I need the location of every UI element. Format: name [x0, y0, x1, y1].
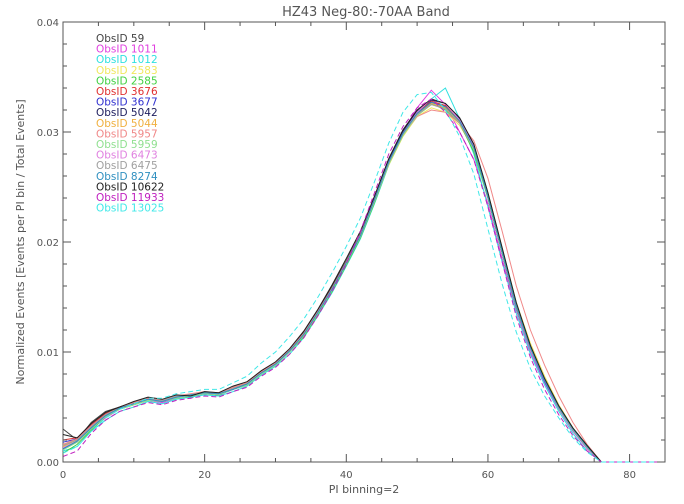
- legend-entry: ObsID 8274: [96, 171, 158, 183]
- series-layer: [62, 87, 658, 463]
- series-line-2: [62, 87, 658, 463]
- legend-entry: ObsID 3677: [96, 97, 158, 109]
- x-tick-label: 60: [482, 470, 495, 481]
- y-tick-label: 0.00: [37, 458, 59, 469]
- y-tick-label: 0.03: [37, 128, 59, 139]
- series-line-15: [62, 98, 658, 463]
- legend-entry: ObsID 5959: [96, 139, 158, 151]
- legend-entry: ObsID 13025: [96, 203, 164, 215]
- y-tick-label: 0.01: [37, 348, 59, 359]
- legend-entry: ObsID 2583: [96, 65, 158, 77]
- legend-entry: ObsID 1011: [96, 44, 158, 56]
- legend-entry: ObsID 11933: [96, 192, 164, 204]
- series-line-13: [62, 101, 658, 463]
- legend-entry: ObsID 5957: [96, 128, 158, 140]
- series-line-16: [62, 91, 658, 463]
- x-tick-label: 80: [623, 470, 636, 481]
- legend-entry: ObsID 59: [96, 33, 144, 45]
- x-tick-label: 0: [60, 470, 66, 481]
- y-tick-label: 0.02: [37, 238, 59, 249]
- legend-entry: ObsID 3676: [96, 86, 158, 98]
- x-tick-label: 20: [198, 470, 211, 481]
- legend-entry: ObsID 5044: [96, 118, 158, 130]
- plot-area: 0 20 40 60 80 0.00 0.01 0.02 0.03 0.04: [37, 18, 666, 481]
- x-axis-title: PI binning=2: [329, 483, 400, 496]
- legend-entry: ObsID 5042: [96, 107, 158, 119]
- legend-entry: ObsID 2585: [96, 75, 158, 87]
- legend-entry: ObsID 10622: [96, 181, 164, 193]
- legend-entry: ObsID 6475: [96, 160, 158, 172]
- legend-entry: ObsID 1012: [96, 54, 158, 66]
- legend-entry: ObsID 6473: [96, 150, 158, 162]
- chart-title: HZ43 Neg-80:-70AA Band: [282, 5, 450, 20]
- x-tick-label: 40: [340, 470, 353, 481]
- y-tick-label: 0.04: [37, 18, 59, 29]
- ticks-layer: 0 20 40 60 80 0.00 0.01 0.02 0.03 0.04: [37, 18, 666, 481]
- y-axis-title: Normalized Events [Events per PI bin / T…: [14, 99, 27, 384]
